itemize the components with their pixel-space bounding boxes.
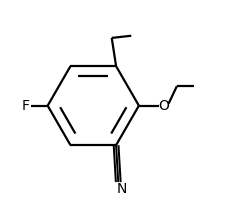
Text: O: O xyxy=(158,99,169,113)
Text: N: N xyxy=(116,182,126,196)
Text: F: F xyxy=(22,99,30,113)
